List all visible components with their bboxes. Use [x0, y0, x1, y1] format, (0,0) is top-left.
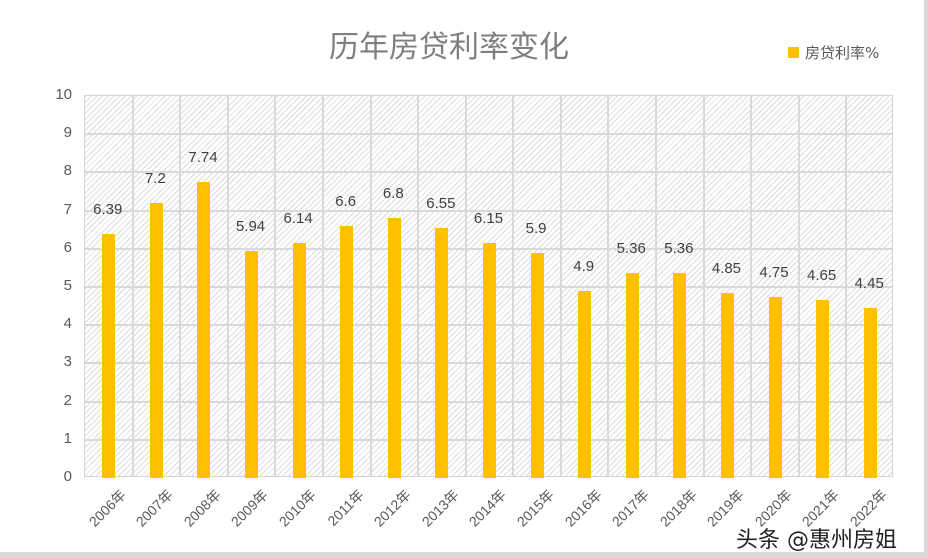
bar	[720, 292, 734, 478]
gridline-vertical	[797, 96, 800, 476]
bar	[292, 243, 306, 478]
bar	[625, 273, 639, 478]
gridline-vertical	[702, 96, 705, 476]
data-label: 5.9	[525, 219, 547, 237]
bar	[483, 243, 496, 478]
bar	[340, 225, 354, 478]
gridline-horizontal	[85, 171, 892, 174]
y-tick-label: 2	[63, 391, 72, 409]
gridline-vertical	[131, 96, 134, 476]
gridline-vertical	[417, 96, 420, 476]
data-label: 5.36	[616, 240, 646, 258]
legend-swatch-icon	[788, 47, 799, 58]
data-label: 4.65	[807, 267, 837, 285]
data-label: 4.45	[854, 275, 884, 292]
data-label: 6.8	[382, 185, 404, 203]
gridline-vertical	[464, 96, 467, 476]
gridline-horizontal	[85, 133, 892, 136]
bar	[245, 251, 259, 478]
bar	[102, 233, 116, 478]
watermark: 头条 @惠州房姐	[736, 528, 897, 553]
gridline-vertical	[607, 96, 610, 476]
y-tick-label: 0	[63, 468, 72, 485]
gridline-vertical	[179, 96, 182, 476]
data-label: 4.9	[573, 257, 595, 275]
y-tick-label: 10	[55, 86, 72, 103]
gridline-vertical	[845, 96, 848, 476]
gridline-vertical	[559, 96, 562, 476]
data-label: 5.36	[664, 240, 694, 258]
y-tick-label: 9	[63, 124, 72, 142]
bar	[816, 300, 830, 478]
gridline-vertical	[369, 96, 372, 476]
gridline-vertical	[750, 96, 753, 476]
data-label: 6.39	[93, 200, 123, 218]
gridline-vertical	[512, 96, 515, 476]
data-label: 6.15	[473, 210, 504, 228]
data-label: 6.55	[426, 194, 456, 212]
y-tick-label: 6	[63, 238, 72, 256]
data-label: 6.14	[283, 210, 313, 228]
legend: 房贷利率%	[788, 42, 879, 63]
gridline-vertical	[321, 96, 324, 476]
y-tick-label: 8	[63, 162, 72, 180]
plot-area	[84, 95, 893, 478]
bar	[197, 182, 211, 478]
bar	[863, 308, 877, 478]
bar	[435, 227, 449, 478]
legend-label: 房贷利率%	[805, 44, 880, 62]
data-label: 4.85	[711, 259, 742, 277]
data-label: 5.94	[235, 218, 266, 236]
bar	[149, 202, 163, 478]
bar	[673, 273, 687, 478]
data-label: 7.2	[144, 169, 166, 187]
bar	[768, 296, 782, 478]
y-tick-label: 1	[63, 429, 72, 447]
gridline-vertical	[274, 96, 277, 476]
data-label: 4.75	[759, 263, 789, 281]
gridline-vertical	[655, 96, 658, 476]
bar	[578, 290, 592, 478]
y-tick-label: 5	[63, 277, 72, 294]
bar	[530, 252, 544, 478]
data-label: 6.6	[335, 192, 357, 210]
data-label: 7.74	[188, 149, 218, 167]
y-tick-label: 7	[63, 200, 72, 218]
chart-title: 历年房贷利率变化	[329, 30, 569, 65]
gridline-horizontal	[85, 209, 892, 212]
bar	[387, 218, 401, 478]
gridline-vertical	[226, 96, 229, 476]
y-tick-label: 3	[63, 353, 72, 371]
y-tick-label: 4	[63, 315, 72, 333]
